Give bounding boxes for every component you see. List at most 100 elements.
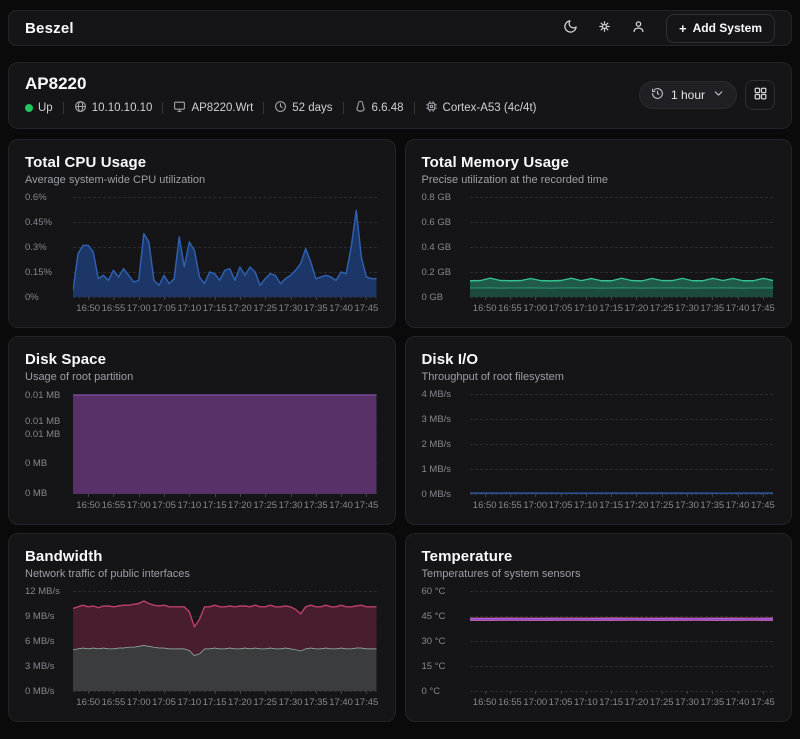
x-tick-mark — [611, 691, 612, 694]
x-tick-mark — [485, 297, 486, 300]
y-tick-label: 1 MB/s — [422, 464, 452, 475]
y-axis-labels: 0.01 MB0.01 MB0.01 MB0 MB0 MB — [25, 394, 71, 494]
x-tick-mark — [164, 297, 165, 300]
y-tick-label: 0.01 MB — [25, 429, 60, 440]
chart-plot[interactable] — [470, 197, 774, 297]
chart-area[interactable]: 0.6%0.45%0.3%0.15%0% 16:5016:5517:0017:0… — [25, 197, 379, 323]
plus-icon: + — [679, 21, 687, 36]
x-tick-label: 17:45 — [751, 303, 775, 314]
chart-area[interactable]: 12 MB/s9 MB/s6 MB/s3 MB/s0 MB/s 16:5016:… — [25, 591, 379, 717]
x-tick-label: 17:30 — [675, 500, 699, 511]
x-tick-mark — [113, 494, 114, 497]
chart-area[interactable]: 60 °C45 °C30 °C15 °C0 °C 16:5016:5517:00… — [422, 591, 776, 717]
x-tick-label: 17:35 — [700, 697, 724, 708]
chart-plot[interactable] — [470, 394, 774, 494]
status-badge: Up — [25, 102, 53, 114]
x-axis-labels: 16:5016:5517:0017:0517:1017:1517:2017:25… — [470, 500, 774, 512]
x-tick-mark — [712, 297, 713, 300]
y-tick-label: 0.45% — [25, 217, 52, 228]
x-tick-mark — [366, 297, 367, 300]
chart-area[interactable]: 4 MB/s3 MB/s2 MB/s1 MB/s0 MB/s 16:5016:5… — [422, 394, 776, 520]
x-tick-label: 16:50 — [76, 500, 100, 511]
gear-icon — [597, 19, 612, 37]
charts-grid: Total CPU Usage Average system-wide CPU … — [8, 139, 792, 722]
x-tick-mark — [113, 691, 114, 694]
x-tick-label: 17:30 — [675, 303, 699, 314]
time-range-select[interactable]: 1 hour — [639, 81, 737, 109]
x-tick-label: 16:55 — [498, 303, 522, 314]
y-tick-label: 12 MB/s — [25, 586, 60, 597]
system-uptime: 52 days — [274, 100, 332, 116]
chart-title: Disk Space — [25, 351, 379, 368]
layout-toggle-button[interactable] — [745, 80, 775, 110]
settings-button[interactable] — [590, 14, 618, 42]
chart-area[interactable]: 0.01 MB0.01 MB0.01 MB0 MB0 MB 16:5016:55… — [25, 394, 379, 520]
x-tick-mark — [189, 297, 190, 300]
x-tick-mark — [341, 691, 342, 694]
gridline — [470, 297, 774, 298]
x-tick-mark — [215, 691, 216, 694]
x-tick-label: 17:30 — [675, 697, 699, 708]
x-tick-mark — [535, 494, 536, 497]
x-tick-mark — [763, 691, 764, 694]
chart-subtitle: Average system-wide CPU utilization — [25, 174, 379, 186]
x-tick-mark — [636, 691, 637, 694]
chart-plot[interactable] — [470, 591, 774, 691]
chevron-down-icon — [712, 87, 725, 103]
chart-area[interactable]: 0.8 GB0.6 GB0.4 GB0.2 GB0 GB 16:5016:551… — [422, 197, 776, 323]
divider — [162, 102, 163, 114]
clock-icon — [274, 100, 287, 116]
x-tick-label: 16:55 — [102, 697, 126, 708]
x-tick-mark — [139, 297, 140, 300]
brand-logo: Beszel — [25, 20, 74, 37]
x-tick-label: 17:45 — [355, 500, 379, 511]
x-tick-mark — [636, 297, 637, 300]
chart-plot[interactable] — [73, 591, 377, 691]
ip-value: 10.10.10.10 — [92, 102, 153, 114]
x-tick-label: 17:15 — [599, 500, 623, 511]
uptime-value: 52 days — [292, 102, 332, 114]
x-tick-mark — [164, 494, 165, 497]
x-tick-label: 17:30 — [279, 500, 303, 511]
y-axis-labels: 4 MB/s3 MB/s2 MB/s1 MB/s0 MB/s — [422, 394, 468, 494]
history-icon — [651, 87, 664, 103]
x-tick-label: 17:05 — [549, 500, 573, 511]
gridline — [470, 691, 774, 692]
x-tick-mark — [291, 494, 292, 497]
page: Beszel + Add System — [0, 0, 800, 722]
theme-toggle-button[interactable] — [556, 14, 584, 42]
x-tick-label: 17:20 — [625, 500, 649, 511]
chart-subtitle: Precise utilization at the recorded time — [422, 174, 776, 186]
y-tick-label: 0.6% — [25, 192, 47, 203]
add-system-button[interactable]: + Add System — [666, 14, 775, 43]
x-tick-mark — [113, 297, 114, 300]
chart-card: Bandwidth Network traffic of public inte… — [8, 533, 396, 722]
chart-plot[interactable] — [73, 394, 377, 494]
x-tick-label: 17:15 — [599, 303, 623, 314]
x-tick-label: 17:35 — [304, 303, 328, 314]
chart-plot[interactable] — [73, 197, 377, 297]
user-menu-button[interactable] — [624, 14, 652, 42]
y-tick-label: 9 MB/s — [25, 611, 55, 622]
x-tick-mark — [88, 297, 89, 300]
y-tick-label: 0.01 MB — [25, 390, 60, 401]
x-tick-mark — [510, 297, 511, 300]
x-tick-mark — [712, 691, 713, 694]
x-tick-label: 16:55 — [498, 500, 522, 511]
system-kernel: 6.6.48 — [354, 100, 404, 116]
grid-icon — [753, 86, 768, 104]
y-tick-label: 2 MB/s — [422, 439, 452, 450]
x-tick-mark — [265, 494, 266, 497]
x-tick-mark — [189, 494, 190, 497]
y-axis-labels: 12 MB/s9 MB/s6 MB/s3 MB/s0 MB/s — [25, 591, 71, 691]
chart-title: Total CPU Usage — [25, 154, 379, 171]
x-tick-mark — [291, 691, 292, 694]
x-tick-mark — [139, 691, 140, 694]
x-tick-mark — [240, 691, 241, 694]
chart-title: Total Memory Usage — [422, 154, 776, 171]
x-axis-labels: 16:5016:5517:0017:0517:1017:1517:2017:25… — [73, 697, 377, 709]
x-tick-mark — [687, 494, 688, 497]
y-tick-label: 6 MB/s — [25, 636, 55, 647]
monitor-icon — [173, 100, 186, 116]
x-tick-label: 17:45 — [355, 697, 379, 708]
